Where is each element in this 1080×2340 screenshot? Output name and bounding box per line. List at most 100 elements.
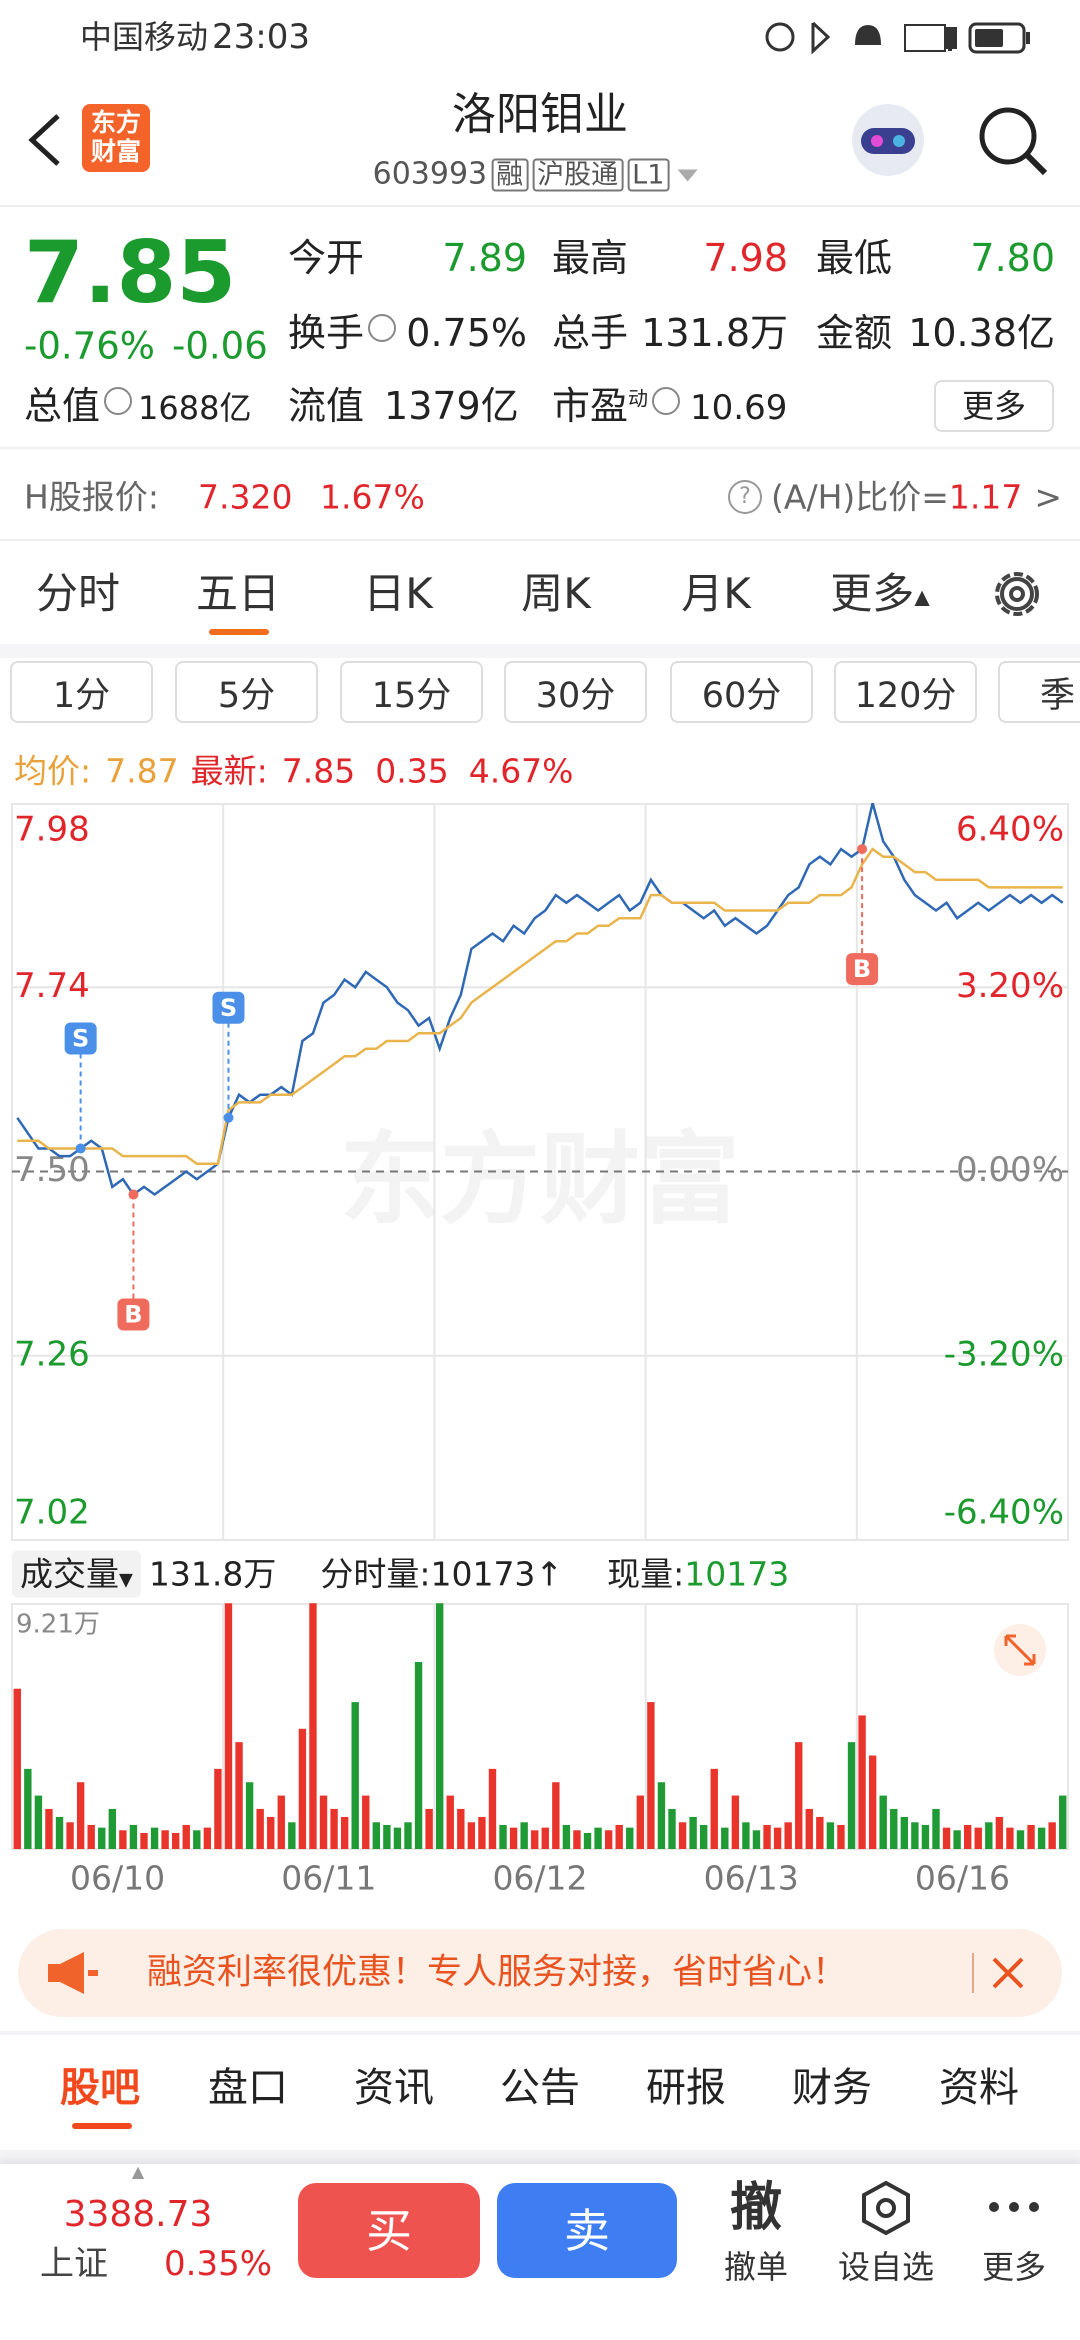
settings-button[interactable] (990, 567, 1045, 622)
volume-bar (150, 1827, 159, 1849)
index-value[interactable]: 3388.73 (63, 2194, 213, 2235)
watchlist-icon[interactable] (858, 2180, 914, 2236)
volume-bar (34, 1795, 43, 1849)
volume-bar (562, 1824, 571, 1849)
tab[interactable]: 月K (681, 569, 751, 618)
action-label[interactable]: 撤单 (723, 2248, 789, 2286)
field-value: 10.38亿 (908, 311, 1055, 355)
x-tick-label: 06/12 (492, 1859, 587, 1898)
volume-bar (985, 1822, 993, 1849)
volume-bar (710, 1768, 718, 1849)
section-tab[interactable]: 财务 (792, 2065, 872, 2111)
volume-bar (816, 1816, 824, 1849)
stock-code-row: 603993 融沪股通 L1 (373, 158, 698, 192)
volume-bar (319, 1795, 328, 1849)
field-value: 1379亿 (384, 384, 519, 428)
tab-more[interactable]: 更多▲ (830, 569, 930, 618)
marker-label: S (220, 994, 237, 1022)
status-carrier: 中国移动 23:03 (80, 20, 310, 54)
section-tab-active[interactable]: 股吧 (60, 2065, 140, 2111)
stock-name: 洛阳钼业 (452, 89, 628, 140)
plot-border (11, 1603, 1069, 1850)
action-label[interactable]: 更多 (981, 2248, 1047, 2286)
tab[interactable]: 分时 (35, 569, 121, 618)
volume-bar (488, 1768, 497, 1849)
tab[interactable]: 周K (521, 569, 591, 618)
interval-button[interactable]: 60分 (670, 661, 813, 723)
buy-button[interactable]: 买 (298, 2183, 480, 2278)
change-pct: -0.76% (24, 324, 155, 368)
volume-selector[interactable]: 成交量▼ (12, 1550, 141, 1598)
interval-button[interactable]: 30分 (504, 661, 647, 723)
tab-active[interactable]: 五日 (195, 569, 281, 618)
promo-banner[interactable] (18, 1929, 1062, 2017)
logo-line: 东方 (90, 108, 141, 138)
volume-bar (1016, 1830, 1025, 1849)
banner-close[interactable] (990, 1955, 1026, 1991)
volume-bar (446, 1795, 454, 1849)
volume-bar (171, 1832, 180, 1849)
y-tick-label: 7.74 (14, 966, 90, 1006)
interval-button[interactable]: 季 (998, 661, 1080, 723)
current-value: 10173 (684, 1554, 790, 1594)
field-value: 0.75% (406, 311, 527, 355)
app-logo: 东方 财富 (82, 104, 150, 172)
search-button[interactable] (975, 103, 1050, 178)
volume-bar (425, 1808, 433, 1849)
volume-header: 成交量▼ 131.8万 分时量:10173↑ 现量:10173 (12, 1550, 790, 1598)
interval-button[interactable]: 15分 (340, 661, 483, 723)
ah-ratio[interactable]: (A/H)比价=1.17 > (771, 481, 1062, 514)
more-icon[interactable] (986, 2192, 1042, 2222)
index-pct: 0.35% (164, 2244, 273, 2284)
interval-button[interactable]: 5分 (175, 661, 318, 723)
volume-bar (721, 1827, 729, 1849)
volume-bar (942, 1827, 951, 1849)
field-label: 最低 (816, 236, 893, 280)
volume-bar (763, 1824, 771, 1849)
volume-bar (1037, 1827, 1046, 1849)
volume-bar (129, 1824, 138, 1849)
volume-bar (340, 1816, 349, 1849)
cancel-icon[interactable]: 撤 (729, 2178, 783, 2238)
more-button[interactable]: 更多 (934, 380, 1054, 432)
volume-bar (24, 1768, 32, 1849)
volume-total: 131.8万 (148, 1554, 277, 1594)
volume-bar (404, 1822, 412, 1849)
volume-bar (298, 1728, 307, 1849)
interval-button[interactable]: 1分 (10, 661, 153, 723)
interval-button[interactable]: 120分 (834, 661, 977, 723)
volume-bar (752, 1830, 761, 1849)
assistant-avatar[interactable] (845, 100, 931, 180)
action-label[interactable]: 设自选 (837, 2248, 935, 2286)
expand-icon (1004, 1634, 1036, 1666)
section-tab[interactable]: 公告 (500, 2065, 580, 2111)
minute-value: 10173↑ (430, 1554, 564, 1594)
tag: L1 (627, 158, 670, 192)
volume-bar (383, 1824, 391, 1849)
ah-arrow: > (1034, 477, 1063, 517)
time: 23:03 (212, 17, 310, 57)
marker-label: B (853, 955, 871, 983)
volume-bar (55, 1816, 64, 1849)
tab: 更多 (830, 569, 915, 618)
tab[interactable]: 日K (363, 569, 433, 618)
volume-bar (604, 1830, 613, 1849)
y2-tick-label: 6.40% (956, 810, 1064, 850)
volume-bar (330, 1808, 338, 1849)
volume-bar (805, 1808, 813, 1849)
y-tick-label: 7.02 (14, 1493, 90, 1533)
section-tab[interactable]: 盘口 (208, 2065, 288, 2111)
volume-bar (362, 1795, 370, 1849)
y-tick-label: 7.50 (14, 1150, 90, 1190)
section-tab[interactable]: 资讯 (354, 2065, 434, 2111)
sell-button[interactable]: 卖 (497, 2183, 677, 2278)
back-button[interactable] (20, 110, 70, 170)
volume-bar (140, 1832, 148, 1849)
marker-dot (857, 844, 868, 855)
section-tab[interactable]: 研报 (646, 2065, 726, 2111)
section-tab[interactable]: 资料 (939, 2065, 1019, 2111)
volume-bar (182, 1824, 190, 1849)
field-sup: 动 (628, 386, 649, 411)
summary: 均价: 7.87 最新: 7.85 0.35 4.67% (14, 755, 574, 788)
volume-bar (1027, 1824, 1035, 1849)
